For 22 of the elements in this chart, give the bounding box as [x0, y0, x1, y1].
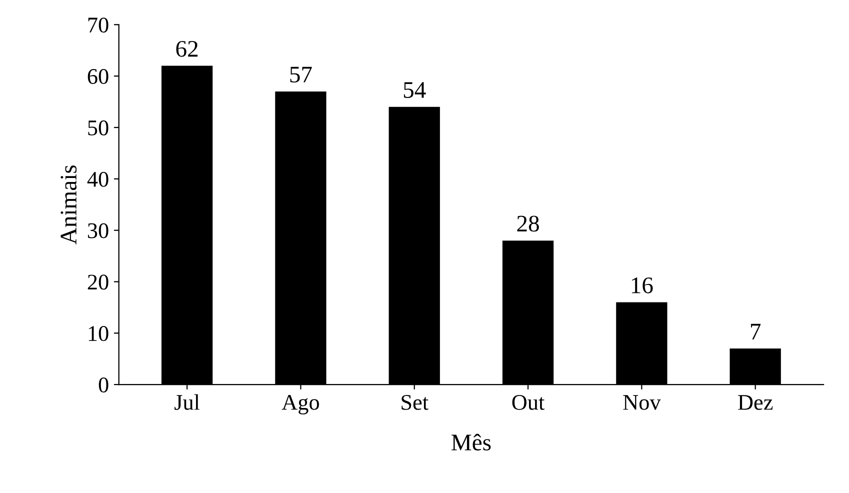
- y-tick-label: 10: [88, 326, 108, 342]
- x-tick-label: Nov: [623, 395, 661, 410]
- data-label: 54: [404, 82, 426, 98]
- x-tick-label: Dez: [738, 395, 773, 410]
- y-tick-label: 40: [87, 172, 108, 187]
- y-tick-label: 0: [98, 377, 108, 392]
- y-tick-label: 20: [88, 274, 108, 290]
- y-tick-label: 70: [88, 18, 108, 33]
- y-tick-label: 50: [88, 120, 108, 136]
- data-label: 57: [290, 66, 312, 83]
- x-tick-label: Set: [402, 394, 428, 410]
- x-tick-label: Ago: [282, 394, 319, 414]
- data-label: 28: [517, 216, 539, 232]
- y-tick-label: 30: [88, 223, 108, 238]
- data-label: 62: [176, 40, 198, 57]
- x-tick-label: Jul: [174, 394, 200, 410]
- y-axis-title: Animais: [60, 165, 77, 244]
- data-label: 16: [632, 277, 653, 294]
- y-tick-label: 60: [88, 68, 108, 84]
- x-tick-label: Out: [512, 394, 545, 410]
- x-axis-title: Mês: [452, 434, 491, 450]
- data-label: 7: [750, 324, 761, 340]
